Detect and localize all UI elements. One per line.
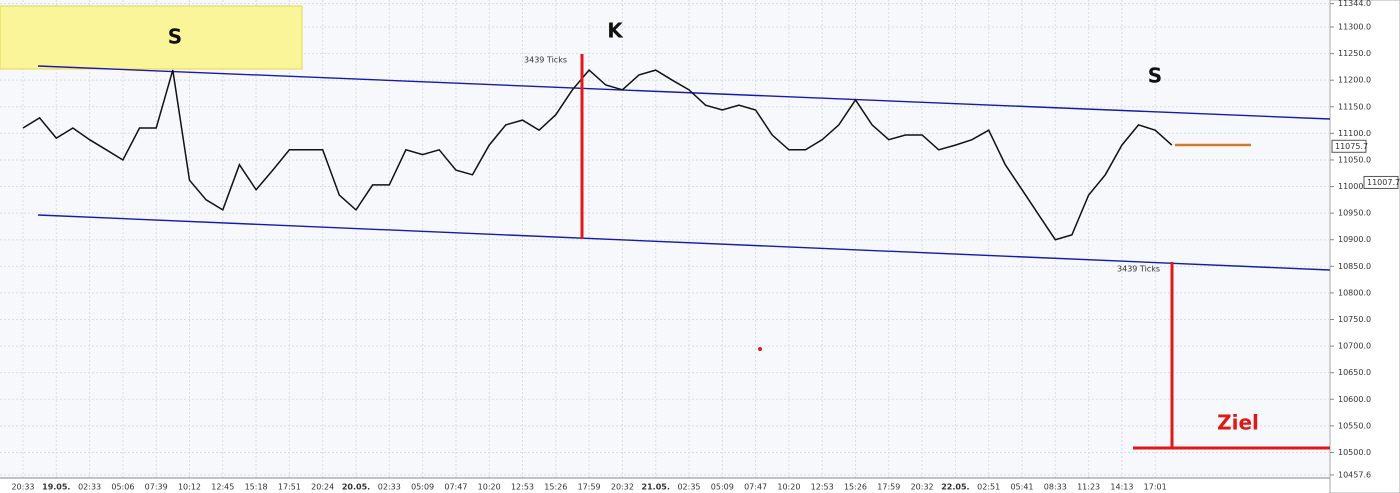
x-tick-label: 14:13 xyxy=(1110,483,1133,492)
x-tick-label: 02:33 xyxy=(378,483,401,492)
x-tick-label: 12:45 xyxy=(211,483,234,492)
y-tick-label: 10900.0 xyxy=(1338,235,1371,244)
x-tick-label: 05:41 xyxy=(1010,483,1033,492)
y-axis-panel xyxy=(1329,0,1400,493)
y-tick-label: 11300.0 xyxy=(1338,22,1371,31)
x-tick-label: 10:20 xyxy=(777,483,800,492)
x-tick-label: 20:32 xyxy=(911,483,934,492)
y-tick-label: 10650.0 xyxy=(1338,368,1371,377)
dot xyxy=(758,347,762,351)
x-tick-label: 17:59 xyxy=(877,483,900,492)
annotation: Ziel xyxy=(1217,411,1259,435)
annotation: S xyxy=(1148,64,1162,88)
y-tick-label: 10600.0 xyxy=(1338,395,1371,404)
y-tick-label: 10457.6 xyxy=(1338,471,1371,480)
y-tick-label: 10500.0 xyxy=(1338,448,1371,457)
x-tick-label: 19.05. xyxy=(42,483,70,492)
x-tick-label: 12:53 xyxy=(511,483,534,492)
highlight-box xyxy=(0,5,303,70)
x-tick-label: 20:24 xyxy=(311,483,334,492)
x-tick-label: 20.05. xyxy=(342,483,370,492)
y-tick-label: 11200.0 xyxy=(1338,76,1371,85)
annotation: 3439 Ticks xyxy=(524,56,567,65)
y-tick-label: 11150.0 xyxy=(1338,102,1371,111)
x-tick-label: 20:33 xyxy=(11,483,34,492)
x-tick-label: 05:09 xyxy=(711,483,734,492)
price-line xyxy=(22,69,1173,241)
y-tick-label: 11100.0 xyxy=(1338,129,1371,138)
y-tick-label: 10800.0 xyxy=(1338,288,1371,297)
y-tick-label: 11250.0 xyxy=(1338,49,1371,58)
y-tick-label: 10750.0 xyxy=(1338,315,1371,324)
y-tick-label: 11000.0 xyxy=(1338,182,1371,191)
x-tick-label: 02:51 xyxy=(977,483,1000,492)
x-tick-label: 07:47 xyxy=(744,483,767,492)
x-tick-label: 11:23 xyxy=(1077,483,1100,492)
x-tick-label: 05:06 xyxy=(111,483,134,492)
x-tick-label: 07:47 xyxy=(444,483,467,492)
x-tick-label: 17:59 xyxy=(578,483,601,492)
annotation: S xyxy=(168,25,182,49)
x-tick-label: 08:33 xyxy=(1044,483,1067,492)
x-tick-label: 15:26 xyxy=(544,483,567,492)
y-tick-label: 10700.0 xyxy=(1338,342,1371,351)
channel-bottom xyxy=(37,214,1331,271)
price-marker-label: 11075.7 xyxy=(1335,142,1368,151)
channel-top xyxy=(37,65,1331,120)
x-tick-label: 22.05. xyxy=(941,483,969,492)
x-tick-label: 07:39 xyxy=(145,483,168,492)
x-tick-label: 02:33 xyxy=(78,483,101,492)
x-tick-label: 17:51 xyxy=(278,483,301,492)
price-marker xyxy=(1363,175,1399,189)
annotation: 3439 Ticks xyxy=(1117,265,1160,274)
y-tick-label: 11344.0 xyxy=(1338,0,1371,8)
y-tick-label: 11050.0 xyxy=(1338,155,1371,164)
x-tick-label: 05:09 xyxy=(411,483,434,492)
x-tick-label: 15:18 xyxy=(245,483,268,492)
x-tick-label: 10:12 xyxy=(178,483,201,492)
plot-area xyxy=(0,0,1330,478)
x-tick-label: 10:20 xyxy=(478,483,501,492)
price-marker xyxy=(1331,139,1367,153)
x-tick-label: 02:35 xyxy=(677,483,700,492)
x-tick-label: 15:26 xyxy=(844,483,867,492)
annotation: K xyxy=(607,19,624,43)
x-tick-label: 17:01 xyxy=(1144,483,1167,492)
y-tick-label: 10950.0 xyxy=(1338,209,1371,218)
x-tick-label: 20:32 xyxy=(611,483,634,492)
y-tick-label: 10850.0 xyxy=(1338,262,1371,271)
y-tick-label: 10550.0 xyxy=(1338,421,1371,430)
x-tick-label: 12:53 xyxy=(811,483,834,492)
x-tick-label: 21.05. xyxy=(642,483,670,492)
price-marker-label: 11007.7 xyxy=(1367,178,1400,187)
